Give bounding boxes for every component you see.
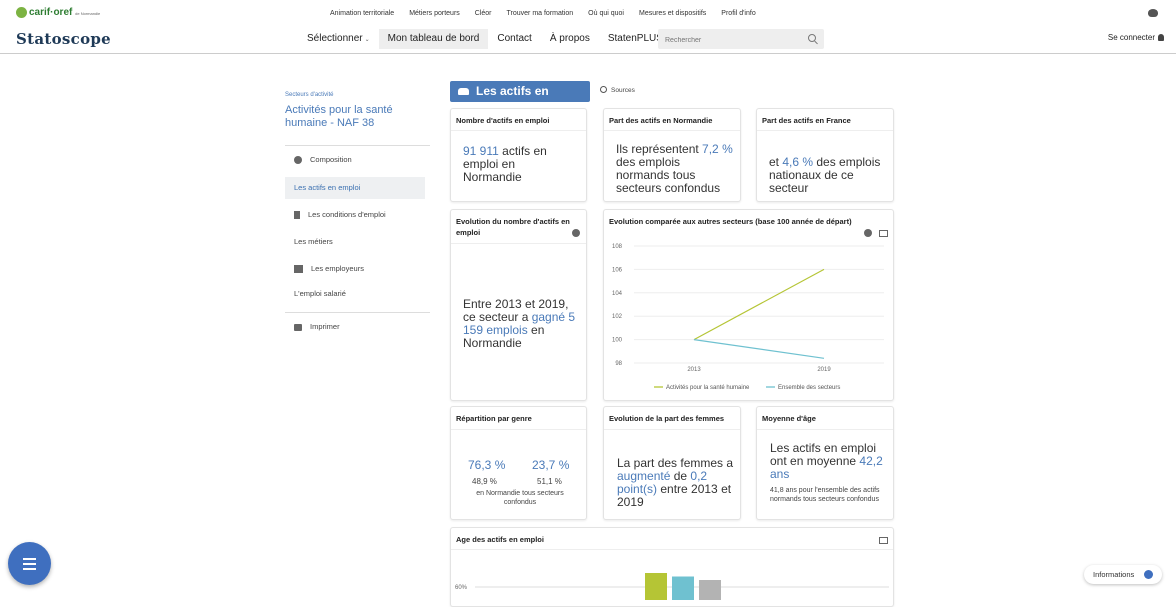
printer-icon [294,323,302,331]
bar [672,576,694,600]
toplink-animation[interactable]: Animation territoriale [330,10,395,17]
sidebar-menu: Composition Les actifs en emploi Les con… [285,145,430,338]
info-icon[interactable] [572,229,580,237]
leaf-icon [16,7,27,18]
card-evolution: Evolution du nombre d'actifs en emploi E… [450,209,587,401]
card-title: Nombre d'actifs en emploi [456,116,550,125]
sidebar-item-composition[interactable]: Composition [285,149,430,171]
nav-a-propos[interactable]: À propos [549,33,590,44]
series-line [693,339,825,359]
y-tick-label: 100 [612,338,623,344]
line-chart: 98 100 102 104 106 108 2013 2019 Activités pour … [612,244,884,391]
search-box [658,29,824,51]
y-tick-label: 108 [612,244,623,250]
chart-title: Evolution comparée aux autres secteurs (… [609,217,852,226]
people-icon [458,88,469,95]
y-tick-label: 98 [615,361,622,367]
search-icon[interactable] [808,34,816,42]
table-icon[interactable] [879,230,888,237]
user-icon [1158,34,1164,41]
info-icon[interactable] [864,229,872,237]
legend-label: Activités pour la santé humaine [666,385,750,391]
toplink-profil[interactable]: Profil d'info [721,10,756,17]
info-icon [1144,570,1153,579]
info-icon [294,156,302,164]
twitter-icon[interactable] [1148,9,1158,17]
legend-label: Ensemble des secteurs [778,385,840,391]
header: carif·oref de Normandie Statoscope Anima… [0,0,1176,54]
toplink-cleor[interactable]: Cléor [474,10,492,17]
sector-caption[interactable]: Secteurs d'activité [285,92,334,98]
y-tick-label: 60% [455,585,468,591]
toplink-metiers[interactable]: Métiers porteurs [409,10,460,17]
hamburger-icon [23,558,36,560]
search-icon [600,86,607,93]
login-link[interactable]: Se connecter [1108,33,1164,42]
nav-selectionner[interactable]: Sélectionner ⌄ [307,33,370,44]
card-part-normandie: Part des actifs en Normandie Ils représe… [603,108,741,202]
card-genre: Répartition par genre 76,3 % 23,7 % 48,9… [450,406,587,520]
count-text: 91 911 actifs en emploi en Normandie [463,144,547,184]
bar [699,580,721,600]
card-age: Moyenne d'âge Les actifs en emploi ont e… [756,406,894,520]
sidebar-item-conditions[interactable]: Les conditions d'emploi [285,204,430,226]
bar [645,573,667,600]
sidebar-item-metiers[interactable]: Les métiers [294,237,333,246]
building-icon [294,265,303,273]
card-part-france: Part des actifs en France et 4,6 % des e… [756,108,894,202]
main-nav: Sélectionner ⌄ Mon tableau de bord Contac… [298,29,672,49]
nav-statenplus[interactable]: StatenPLUS [607,33,663,44]
sidebar-item-emploi-salarie[interactable]: L'emploi salarié [294,289,346,298]
top-links: Animation territoriale Métiers porteurs … [330,10,771,17]
document-icon [294,211,300,219]
divider [285,145,430,146]
search-input[interactable] [658,30,798,51]
sector-title: Activités pour la santé humaine - NAF 38 [285,104,393,129]
card-count: Nombre d'actifs en emploi 91 911 actifs … [450,108,587,202]
nav-contact[interactable]: Contact [497,33,532,44]
series-line [693,268,825,341]
print-button[interactable]: Imprimer [285,316,430,338]
card-femmes: Evolution de la part des femmes La part … [603,406,741,520]
statoscope-brand[interactable]: Statoscope [16,30,112,48]
y-tick-label: 106 [612,267,623,273]
nav-tableau-de-bord[interactable]: Mon tableau de bord [378,29,489,49]
menu-button[interactable] [8,542,51,585]
sources-link[interactable]: Sources [600,86,635,94]
x-tick-label: 2013 [687,367,701,373]
y-tick-label: 102 [612,314,623,320]
card-line-chart: Evolution comparée aux autres secteurs (… [603,209,894,401]
sidebar-item-actifs[interactable]: Les actifs en emploi [285,177,425,199]
x-tick-label: 2019 [817,367,831,373]
sidebar-item-employeurs[interactable]: Les employeurs [285,258,430,280]
men-share: 23,7 % [532,458,570,472]
table-icon[interactable] [879,537,888,544]
y-tick-label: 104 [612,291,623,297]
bar-chart: 60% [455,573,889,600]
toplink-mesures[interactable]: Mesures et dispositifs [638,10,707,17]
toplink-ou-qui-quoi[interactable]: Où qui quoi [588,10,624,17]
page-title: Les actifs en emploi [450,81,590,119]
chevron-down-icon: ⌄ [364,37,370,43]
toplink-formation[interactable]: Trouver ma formation [506,10,574,17]
card-age-chart: Age des actifs en emploi 60% [450,527,894,607]
carif-oref-logo[interactable]: carif·oref de Normandie [16,7,100,18]
women-share: 76,3 % [468,458,506,472]
informations-button[interactable]: Informations [1084,565,1162,584]
divider [285,312,430,313]
